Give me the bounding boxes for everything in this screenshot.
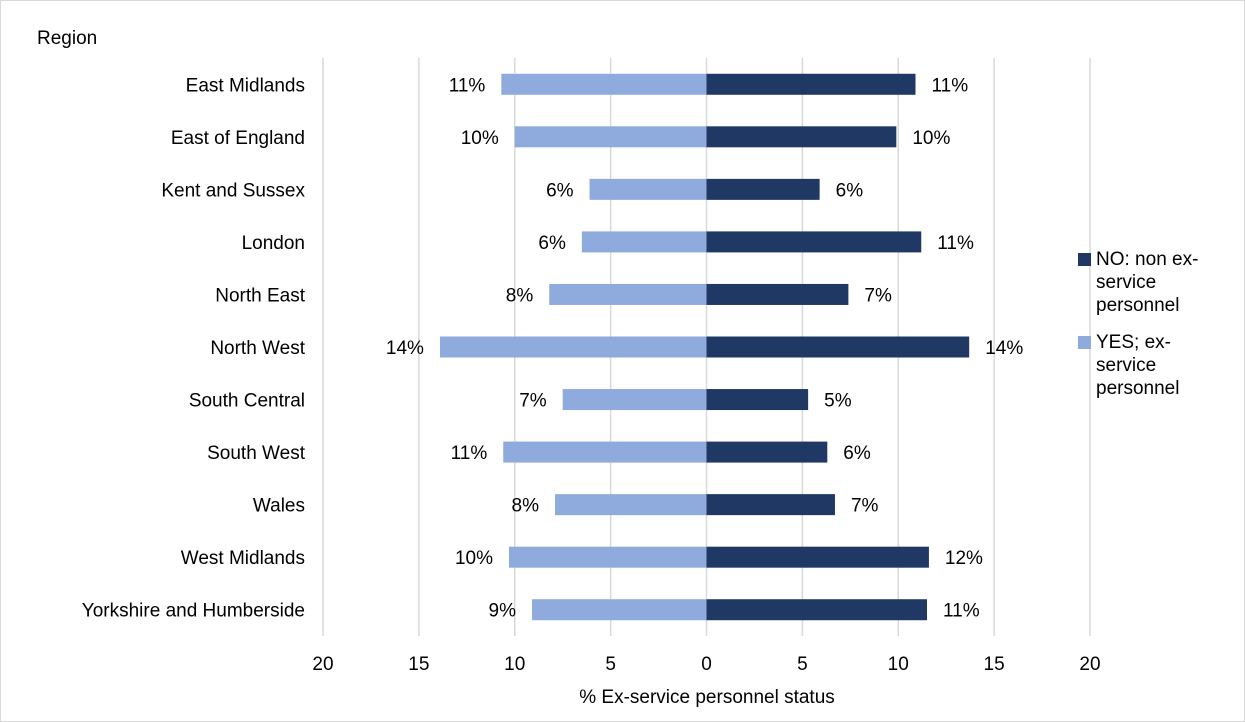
bar xyxy=(589,178,707,200)
category-label: London xyxy=(242,233,305,254)
legend-swatch-no xyxy=(1078,253,1091,266)
bar xyxy=(706,283,849,305)
x-tick-labels: 20 15 10 5 0 5 10 15 20 xyxy=(312,654,1100,675)
category-label: East of England xyxy=(171,128,305,149)
value-labels: 11% 11% 10% 10% 6% 6% 11% 6% 7% 8% 14% 14% 5% 7% 6% 11%… xyxy=(386,75,1023,621)
bars xyxy=(439,73,970,621)
bar xyxy=(439,336,707,358)
bar xyxy=(514,126,707,148)
x-tick-label: 0 xyxy=(701,654,712,675)
y-axis-title: Region xyxy=(37,28,97,49)
data-label: 11% xyxy=(943,601,980,622)
bar xyxy=(706,73,916,95)
legend-item-no: NO: non ex-service personnel xyxy=(1078,248,1231,317)
category-label: Kent and Sussex xyxy=(161,180,305,201)
data-label: 14% xyxy=(386,338,424,359)
bar xyxy=(706,336,970,358)
data-label: 6% xyxy=(546,180,574,201)
bar xyxy=(503,441,707,463)
bar xyxy=(706,441,828,463)
bar xyxy=(581,231,707,253)
category-label: South Central xyxy=(189,391,305,412)
bar xyxy=(508,546,707,568)
data-label: 10% xyxy=(455,548,493,569)
bar xyxy=(501,73,707,95)
legend-swatch-yes xyxy=(1078,336,1091,349)
x-tick-label: 5 xyxy=(797,654,808,675)
bar xyxy=(706,231,922,253)
data-label: 12% xyxy=(945,548,983,569)
bar xyxy=(706,178,820,200)
data-label: 10% xyxy=(912,128,950,149)
data-label: 5% xyxy=(824,391,852,412)
data-label: 8% xyxy=(506,285,534,306)
category-label: North West xyxy=(210,338,305,359)
data-label: 11% xyxy=(451,443,488,464)
bar xyxy=(706,494,835,516)
bar xyxy=(555,494,707,516)
bar xyxy=(532,599,707,621)
data-label: 10% xyxy=(461,128,499,149)
category-labels: East Midlands East of England Kent and Sus… xyxy=(82,75,306,621)
x-tick-label: 5 xyxy=(605,654,616,675)
bar xyxy=(706,599,928,621)
bar xyxy=(706,546,929,568)
x-tick-label: 10 xyxy=(888,654,909,675)
category-label: South West xyxy=(207,443,306,464)
data-label: 7% xyxy=(864,285,892,306)
data-label: 7% xyxy=(519,391,547,412)
data-label: 11% xyxy=(932,75,969,96)
data-label: 9% xyxy=(489,601,517,622)
data-label: 6% xyxy=(836,180,864,201)
data-label: 8% xyxy=(512,496,540,517)
category-label: Yorkshire and Humberside xyxy=(82,601,305,622)
bar xyxy=(706,389,809,411)
bar xyxy=(706,126,897,148)
x-axis-title: % Ex-service personnel status xyxy=(579,687,835,708)
x-tick-label: 20 xyxy=(1079,654,1100,675)
data-label: 6% xyxy=(843,443,871,464)
bar xyxy=(562,389,707,411)
category-label: East Midlands xyxy=(186,75,305,96)
data-label: 7% xyxy=(851,496,879,517)
x-tick-label: 20 xyxy=(312,654,333,675)
data-label: 14% xyxy=(985,338,1023,359)
x-tick-label: 15 xyxy=(984,654,1005,675)
category-label: North East xyxy=(215,285,305,306)
legend-item-yes: YES; ex-service personnel xyxy=(1078,331,1231,400)
data-label: 6% xyxy=(538,233,566,254)
data-label: 11% xyxy=(449,75,486,96)
bar xyxy=(549,283,707,305)
legend: NO: non ex-service personnel YES; ex-ser… xyxy=(1078,248,1238,414)
data-label: 11% xyxy=(937,233,974,254)
category-label: West Midlands xyxy=(181,548,305,569)
legend-label-no: NO: non ex-service personnel xyxy=(1096,249,1199,316)
legend-label-yes: YES; ex-service personnel xyxy=(1096,332,1180,399)
x-tick-label: 10 xyxy=(504,654,525,675)
x-tick-label: 15 xyxy=(408,654,429,675)
category-label: Wales xyxy=(253,496,305,517)
